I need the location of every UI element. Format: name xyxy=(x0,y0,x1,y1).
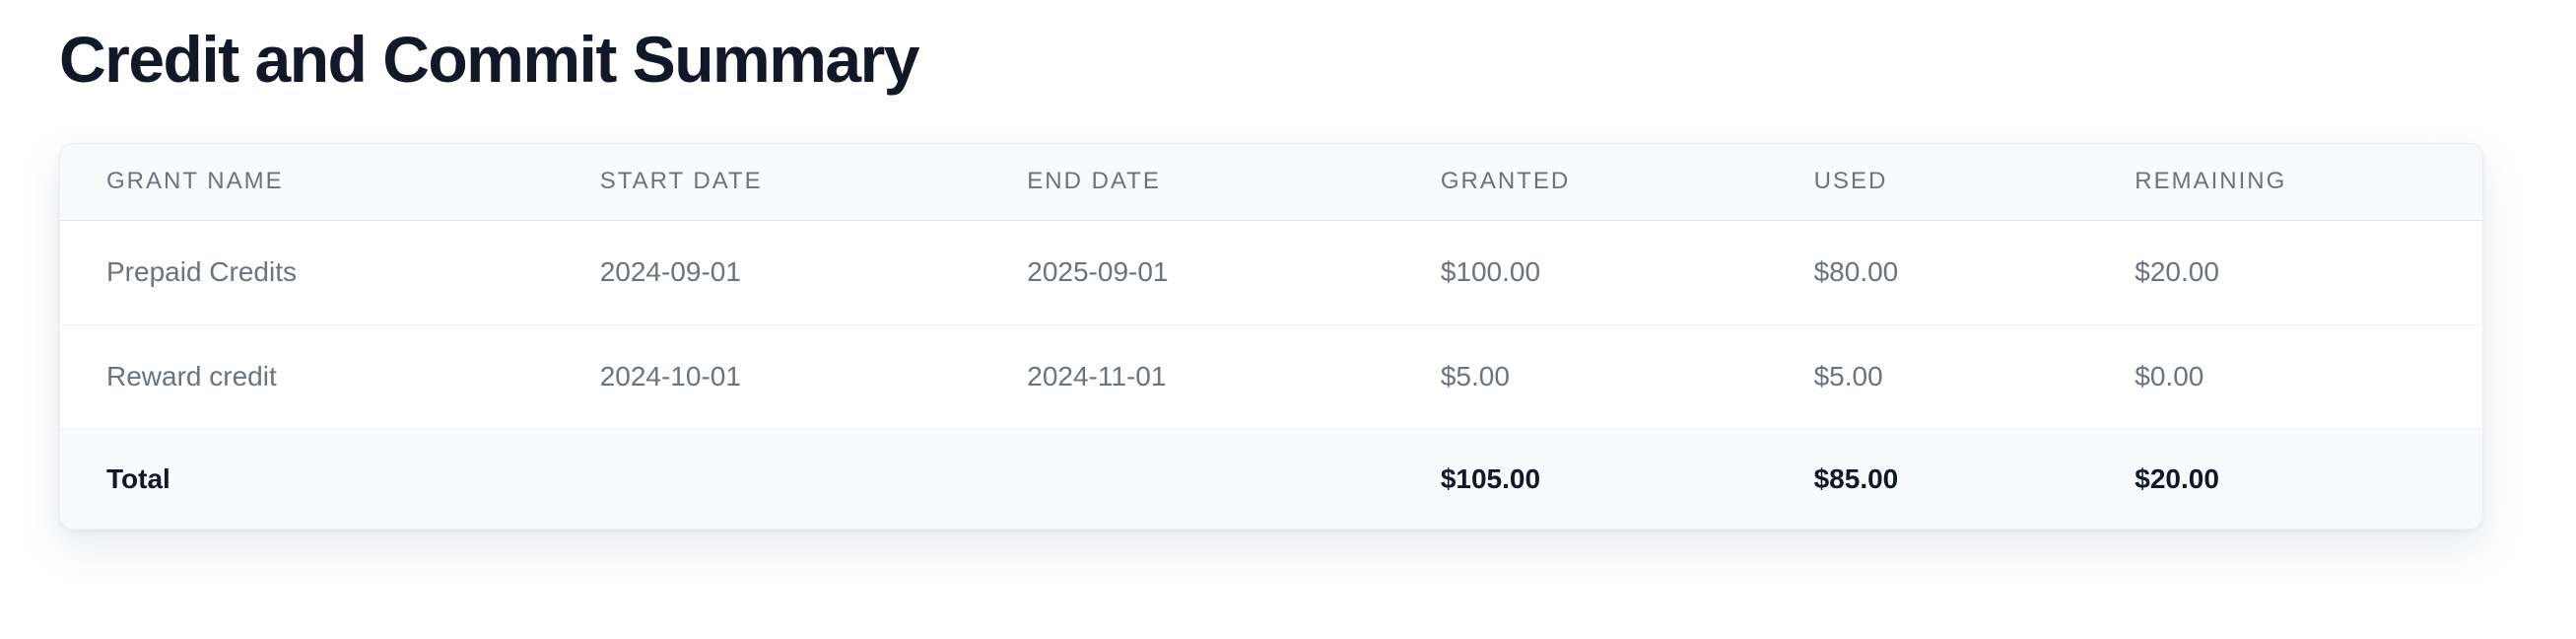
cell-total-remaining: $20.00 xyxy=(2088,428,2482,529)
cell-end-date: 2025-09-01 xyxy=(981,220,1394,324)
table-row-prepaid-credits: Prepaid Credits 2024-09-01 2025-09-01 $1… xyxy=(60,220,2482,324)
column-header-end-date: END DATE xyxy=(981,144,1394,221)
column-header-granted: GRANTED xyxy=(1393,144,1768,221)
cell-grant-name: Reward credit xyxy=(60,323,554,429)
column-header-grant-name: GRANT NAME xyxy=(60,144,554,221)
page-title: Credit and Commit Summary xyxy=(59,23,920,96)
cell-used: $5.00 xyxy=(1767,323,2089,429)
cell-total-granted: $105.00 xyxy=(1393,428,1768,529)
cell-total-start-date-empty xyxy=(553,428,982,529)
column-header-used: USED xyxy=(1767,144,2089,221)
table-body: Prepaid Credits 2024-09-01 2025-09-01 $1… xyxy=(60,220,2482,529)
credit-summary-table: GRANT NAME START DATE END DATE GRANTED U… xyxy=(60,144,2482,529)
cell-grant-name: Prepaid Credits xyxy=(60,220,554,324)
cell-total-label: Total xyxy=(60,428,554,529)
credit-summary-card: GRANT NAME START DATE END DATE GRANTED U… xyxy=(59,143,2483,530)
cell-granted: $100.00 xyxy=(1393,220,1768,324)
table-header-row: GRANT NAME START DATE END DATE GRANTED U… xyxy=(60,144,2482,221)
table-header: GRANT NAME START DATE END DATE GRANTED U… xyxy=(60,144,2482,221)
cell-start-date: 2024-09-01 xyxy=(553,220,982,324)
cell-end-date: 2024-11-01 xyxy=(981,323,1394,429)
cell-remaining: $20.00 xyxy=(2088,220,2482,324)
cell-total-end-date-empty xyxy=(981,428,1394,529)
cell-start-date: 2024-10-01 xyxy=(553,323,982,429)
cell-total-used: $85.00 xyxy=(1767,428,2089,529)
table-row-reward-credit: Reward credit 2024-10-01 2024-11-01 $5.0… xyxy=(60,323,2482,429)
cell-remaining: $0.00 xyxy=(2088,323,2482,429)
cell-granted: $5.00 xyxy=(1393,323,1768,429)
cell-used: $80.00 xyxy=(1767,220,2089,324)
column-header-start-date: START DATE xyxy=(553,144,982,221)
page: Credit and Commit Summary GRANT NAME STA… xyxy=(59,23,2483,530)
table-row-total: Total $105.00 $85.00 $20.00 xyxy=(60,428,2482,529)
column-header-remaining: REMAINING xyxy=(2088,144,2482,221)
